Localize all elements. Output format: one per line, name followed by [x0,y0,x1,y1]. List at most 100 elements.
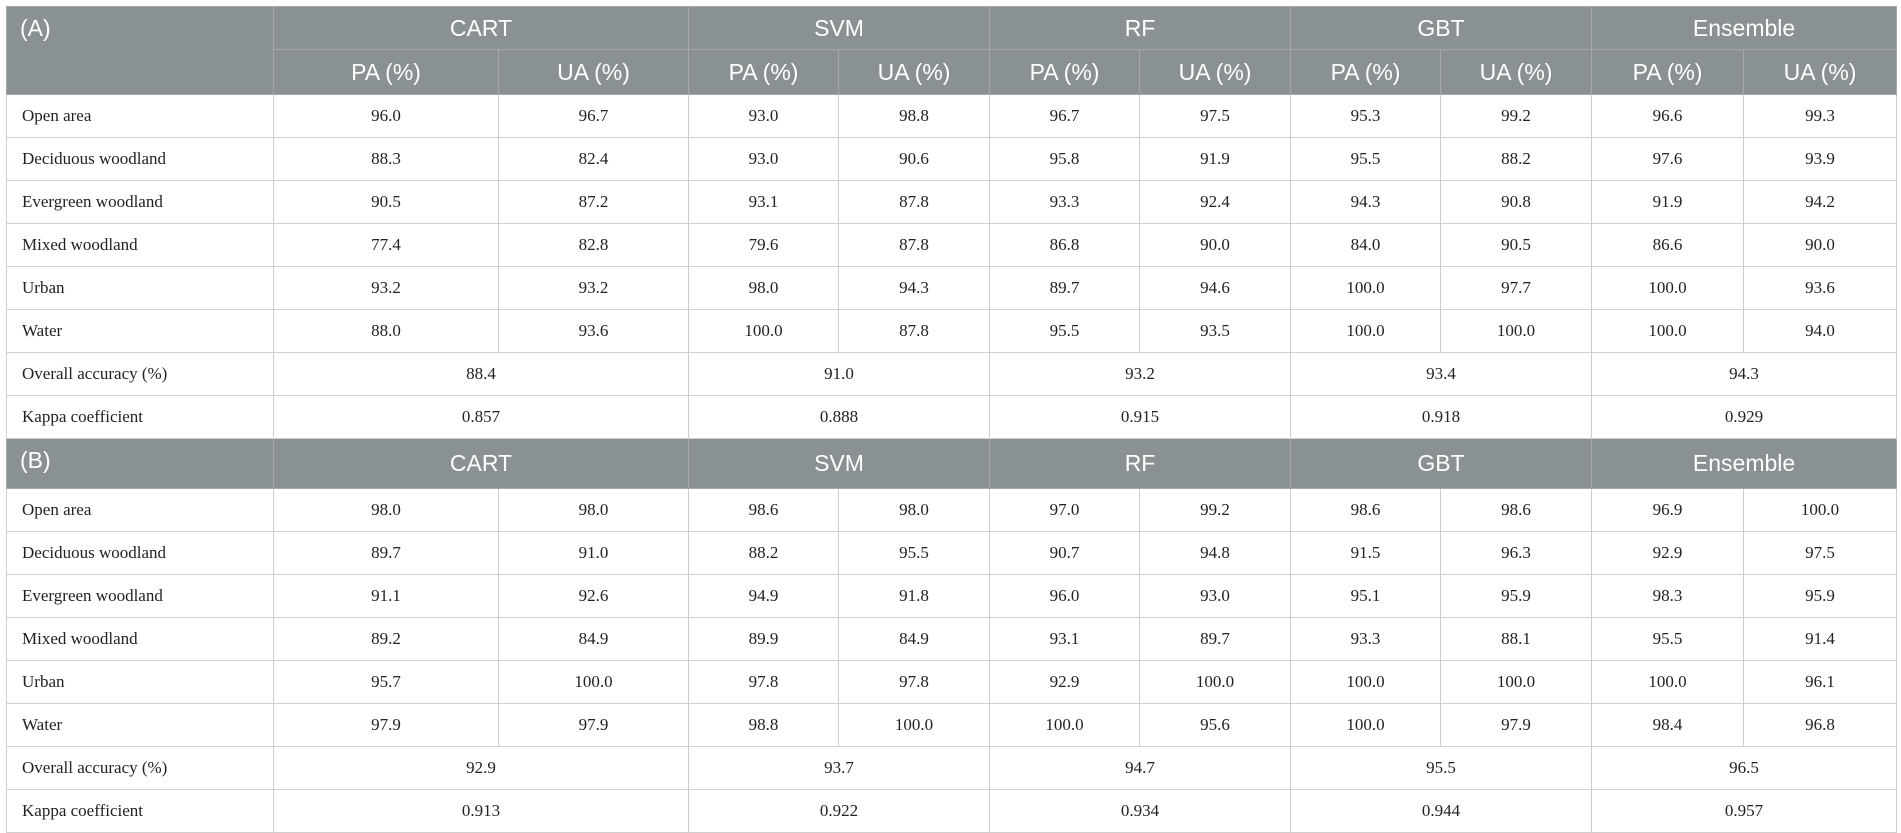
summary-cell: 0.929 [1591,395,1898,439]
table-cell: 87.2 [497,180,690,224]
header-pa: PA (%) [273,49,499,95]
summary-cell: 96.5 [1591,746,1898,790]
row-label: Mixed woodland [6,223,274,267]
table-cell: 100.0 [989,703,1141,747]
table-cell: 91.4 [1743,617,1898,661]
table-cell: 96.7 [989,94,1141,138]
table-cell: 98.0 [688,266,840,310]
table-cell: 94.3 [838,266,991,310]
table-cell: 93.3 [1290,617,1442,661]
table-cell: 98.6 [1440,488,1593,532]
header-ua: UA (%) [1743,49,1898,95]
table-cell: 100.0 [688,309,840,353]
table-row: Mixed woodland 89.2 84.9 89.9 84.9 93.1 … [6,617,1898,661]
header-row-metrics-a: PA (%) UA (%) PA (%) UA (%) PA (%) UA (%… [7,49,1898,95]
table-cell: 90.8 [1440,180,1593,224]
summary-row-kappa: Kappa coefficient 0.857 0.888 0.915 0.91… [6,395,1898,439]
header-model-svm: SVM [688,438,991,489]
table-cell: 84.0 [1290,223,1442,267]
header-model-ensemble: Ensemble [1591,6,1898,50]
header-row-models-b: (B) CART SVM RF GBT Ensemble [6,438,1898,489]
header-model-gbt: GBT [1290,438,1593,489]
table-cell: 88.0 [273,309,499,353]
table-cell: 93.6 [1743,266,1898,310]
table-cell: 89.7 [989,266,1141,310]
header-model-ensemble: Ensemble [1591,438,1898,489]
table-cell: 100.0 [1290,309,1442,353]
summary-cell: 0.857 [272,395,690,439]
table-cell: 95.5 [1290,137,1442,181]
header-ua: UA (%) [1440,49,1593,95]
summary-cell: 0.934 [989,789,1292,833]
table-row: Evergreen woodland 90.5 87.2 93.1 87.8 9… [6,180,1898,224]
table-cell: 98.6 [1290,488,1442,532]
table-cell: 96.7 [497,94,690,138]
header-model-cart: CART [272,438,690,489]
panel-b-body: Open area 98.0 98.0 98.6 98.0 97.0 99.2 … [6,488,1898,833]
table-row: Mixed woodland 77.4 82.8 79.6 87.8 86.8 … [6,223,1898,267]
table-cell: 97.8 [838,660,991,704]
table-cell: 96.9 [1591,488,1745,532]
table-cell: 97.8 [688,660,840,704]
table-cell: 98.0 [838,488,991,532]
row-label: Deciduous woodland [6,137,274,181]
table-cell: 92.6 [497,574,690,618]
table-cell: 86.6 [1591,223,1745,267]
table-cell: 91.8 [838,574,991,618]
table-cell: 96.1 [1743,660,1898,704]
table-cell: 97.6 [1591,137,1745,181]
header-model-rf: RF [989,6,1292,50]
table-row: Urban 93.2 93.2 98.0 94.3 89.7 94.6 100.… [6,266,1898,310]
table-cell: 95.1 [1290,574,1442,618]
table-cell: 100.0 [1290,266,1442,310]
table-cell: 97.9 [273,703,499,747]
table-cell: 90.5 [273,180,499,224]
table-cell: 93.9 [1743,137,1898,181]
panel-b-header: (B) CART SVM RF GBT Ensemble [6,438,1898,489]
row-label: Open area [6,488,274,532]
table-cell: 92.9 [1591,531,1745,575]
table-cell: 91.9 [1139,137,1292,181]
summary-cell: 0.922 [688,789,991,833]
table-cell: 100.0 [1440,660,1593,704]
table-cell: 93.5 [1139,309,1292,353]
row-label: Kappa coefficient [6,395,274,439]
summary-cell: 94.7 [989,746,1292,790]
table-row: Evergreen woodland 91.1 92.6 94.9 91.8 9… [6,574,1898,618]
summary-cell: 91.0 [688,352,991,396]
table-cell: 98.0 [497,488,690,532]
table-cell: 96.0 [273,94,499,138]
header-pa: PA (%) [1290,49,1442,95]
table-cell: 95.5 [989,309,1141,353]
table-cell: 98.8 [838,94,991,138]
table-row: Open area 96.0 96.7 93.0 98.8 96.7 97.5 … [6,94,1898,138]
panel-a-header: (A) CART SVM RF GBT Ensemble PA (%) UA (… [6,6,1898,95]
table-cell: 89.2 [273,617,499,661]
header-ua: UA (%) [838,49,991,95]
table-cell: 92.4 [1139,180,1292,224]
summary-cell: 93.7 [688,746,991,790]
summary-row-overall-accuracy: Overall accuracy (%) 92.9 93.7 94.7 95.5… [6,746,1898,790]
summary-cell: 94.3 [1591,352,1898,396]
table-cell: 98.3 [1591,574,1745,618]
table-cell: 100.0 [1743,488,1898,532]
table-cell: 93.2 [497,266,690,310]
row-label: Evergreen woodland [6,180,274,224]
table-cell: 90.0 [1743,223,1898,267]
table-cell: 97.5 [1743,531,1898,575]
table-cell: 91.5 [1290,531,1442,575]
table-cell: 88.2 [1440,137,1593,181]
table-row: Open area 98.0 98.0 98.6 98.0 97.0 99.2 … [6,488,1898,532]
panel-label-a: (A) [6,6,274,95]
row-label: Kappa coefficient [6,789,274,833]
header-model-cart: CART [272,6,690,50]
table-cell: 99.2 [1139,488,1292,532]
table-cell: 98.0 [273,488,499,532]
row-label: Overall accuracy (%) [6,352,274,396]
table-cell: 95.7 [273,660,499,704]
summary-cell: 93.2 [989,352,1292,396]
table-cell: 94.0 [1743,309,1898,353]
summary-cell: 0.944 [1290,789,1593,833]
header-pa: PA (%) [1591,49,1745,95]
accuracy-table: (A) CART SVM RF GBT Ensemble PA (%) UA (… [6,6,1898,833]
